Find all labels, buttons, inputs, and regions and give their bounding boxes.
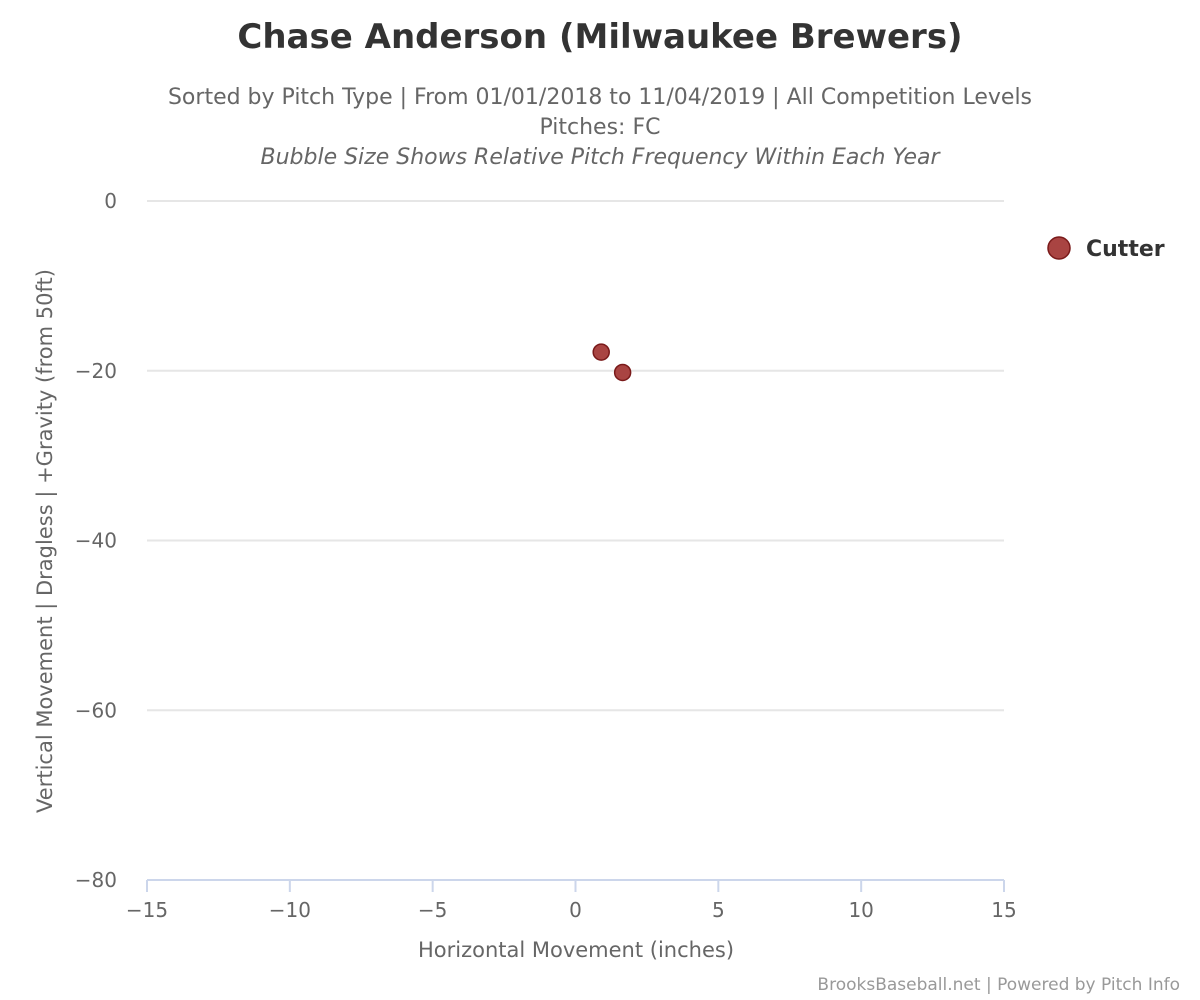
x-tick-label: 15 (991, 898, 1016, 922)
y-gridlines (147, 200, 1004, 712)
x-axis-title: Horizontal Movement (inches) (418, 938, 734, 962)
x-tick-label: 5 (712, 898, 725, 922)
chart-subtitle-line3: Bubble Size Shows Relative Pitch Frequen… (260, 145, 941, 170)
data-point[interactable] (592, 343, 610, 361)
chart-subtitle-line2: Pitches: FC (540, 115, 661, 140)
x-tick-label: 10 (848, 898, 873, 922)
chart-title: Chase Anderson (Milwaukee Brewers) (237, 17, 962, 57)
y-tick-label: 0 (104, 189, 117, 213)
legend-label-cutter[interactable]: Cutter (1086, 237, 1165, 262)
legend-marker-cutter[interactable] (1047, 236, 1071, 260)
x-tick-label: 0 (569, 898, 582, 922)
y-axis-title: Vertical Movement | Dragless | +Gravity … (33, 269, 58, 813)
data-point[interactable] (613, 363, 632, 382)
chart-credits[interactable]: BrooksBaseball.net | Powered by Pitch In… (817, 975, 1180, 995)
x-axis: −15 −10 −5 0 5 10 15 (126, 879, 1017, 922)
y-axis-ticks: 0 −20 −40 −60 −80 (75, 189, 117, 892)
data-points (592, 343, 632, 382)
x-tick-label: −5 (418, 898, 447, 922)
legend[interactable]: Cutter (1047, 236, 1165, 262)
chart-subtitle-line1: Sorted by Pitch Type | From 01/01/2018 t… (168, 85, 1032, 110)
y-tick-label: −80 (75, 868, 117, 892)
y-tick-label: −40 (75, 529, 117, 553)
x-tick-label: −10 (269, 898, 311, 922)
x-tick-label: −15 (126, 898, 168, 922)
y-tick-label: −20 (75, 359, 117, 383)
y-tick-label: −60 (75, 698, 117, 722)
